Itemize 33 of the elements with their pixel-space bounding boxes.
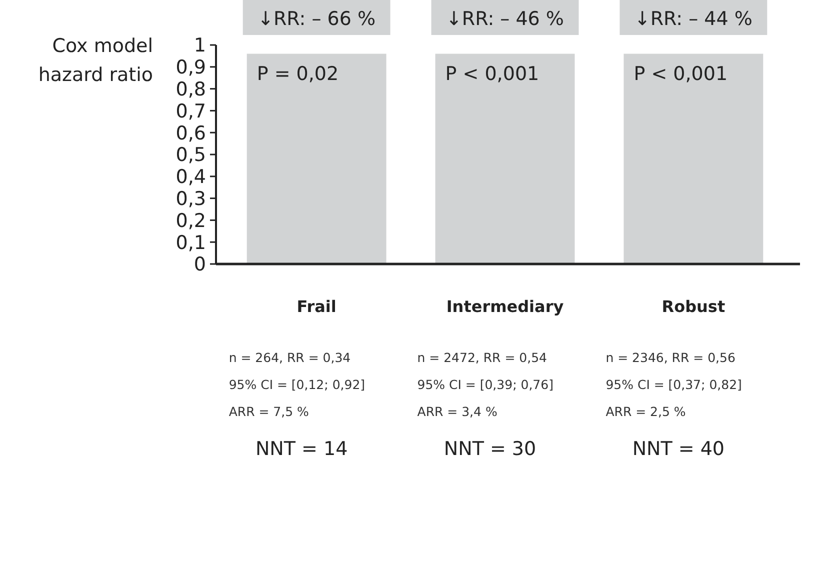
y-tick-label: 0,9 bbox=[176, 56, 206, 79]
y-tick-label: 0 bbox=[194, 254, 206, 276]
text: NNT = 30 bbox=[444, 438, 536, 460]
y-tick-label: 1 bbox=[194, 34, 206, 57]
text: n = 264, RR = 0,34 bbox=[228, 350, 351, 365]
text: n = 2346, RR = 0,56 bbox=[606, 350, 736, 365]
text: NNT = 40 bbox=[632, 438, 725, 460]
text: ARR = 3,4 % bbox=[417, 404, 498, 419]
text: ↓RR: – 66 % bbox=[258, 8, 376, 30]
text: ↓RR: – 46 % bbox=[446, 8, 564, 30]
y-tick-label: 0,8 bbox=[176, 78, 206, 100]
text: 95% CI = [0,39; 0,76] bbox=[417, 377, 554, 392]
y-tick-label: 0,6 bbox=[176, 122, 206, 144]
y-tick-label: 0,4 bbox=[176, 166, 206, 188]
annotation: P < 0,001 bbox=[445, 63, 540, 85]
y-tick-label: 0,1 bbox=[176, 232, 206, 254]
text: 95% CI = [0,12; 0,92] bbox=[228, 377, 366, 392]
x-tick-label: Intermediary bbox=[446, 297, 564, 316]
text: NNT = 14 bbox=[255, 438, 348, 460]
text: 95% CI = [0,37; 0,82] bbox=[606, 377, 742, 392]
text: ARR = 2,5 % bbox=[606, 404, 686, 419]
y-axis-title: Cox model hazard ratio bbox=[38, 35, 153, 86]
annotation: P < 0,001 bbox=[634, 63, 728, 85]
annotation: P = 0,02 bbox=[256, 63, 339, 85]
x-tick-label: Frail bbox=[296, 297, 336, 316]
text: ↓RR: – 44 % bbox=[634, 8, 752, 30]
text: ARR = 7,5 % bbox=[228, 404, 310, 419]
text: n = 2472, RR = 0,54 bbox=[417, 350, 548, 365]
y-tick-label: 0,2 bbox=[176, 210, 206, 232]
y-tick-label: 0,7 bbox=[176, 100, 206, 122]
y-tick-label: 0,5 bbox=[176, 144, 206, 166]
y-tick-label: 0,3 bbox=[176, 188, 206, 210]
x-tick-label: Robust bbox=[662, 297, 726, 316]
